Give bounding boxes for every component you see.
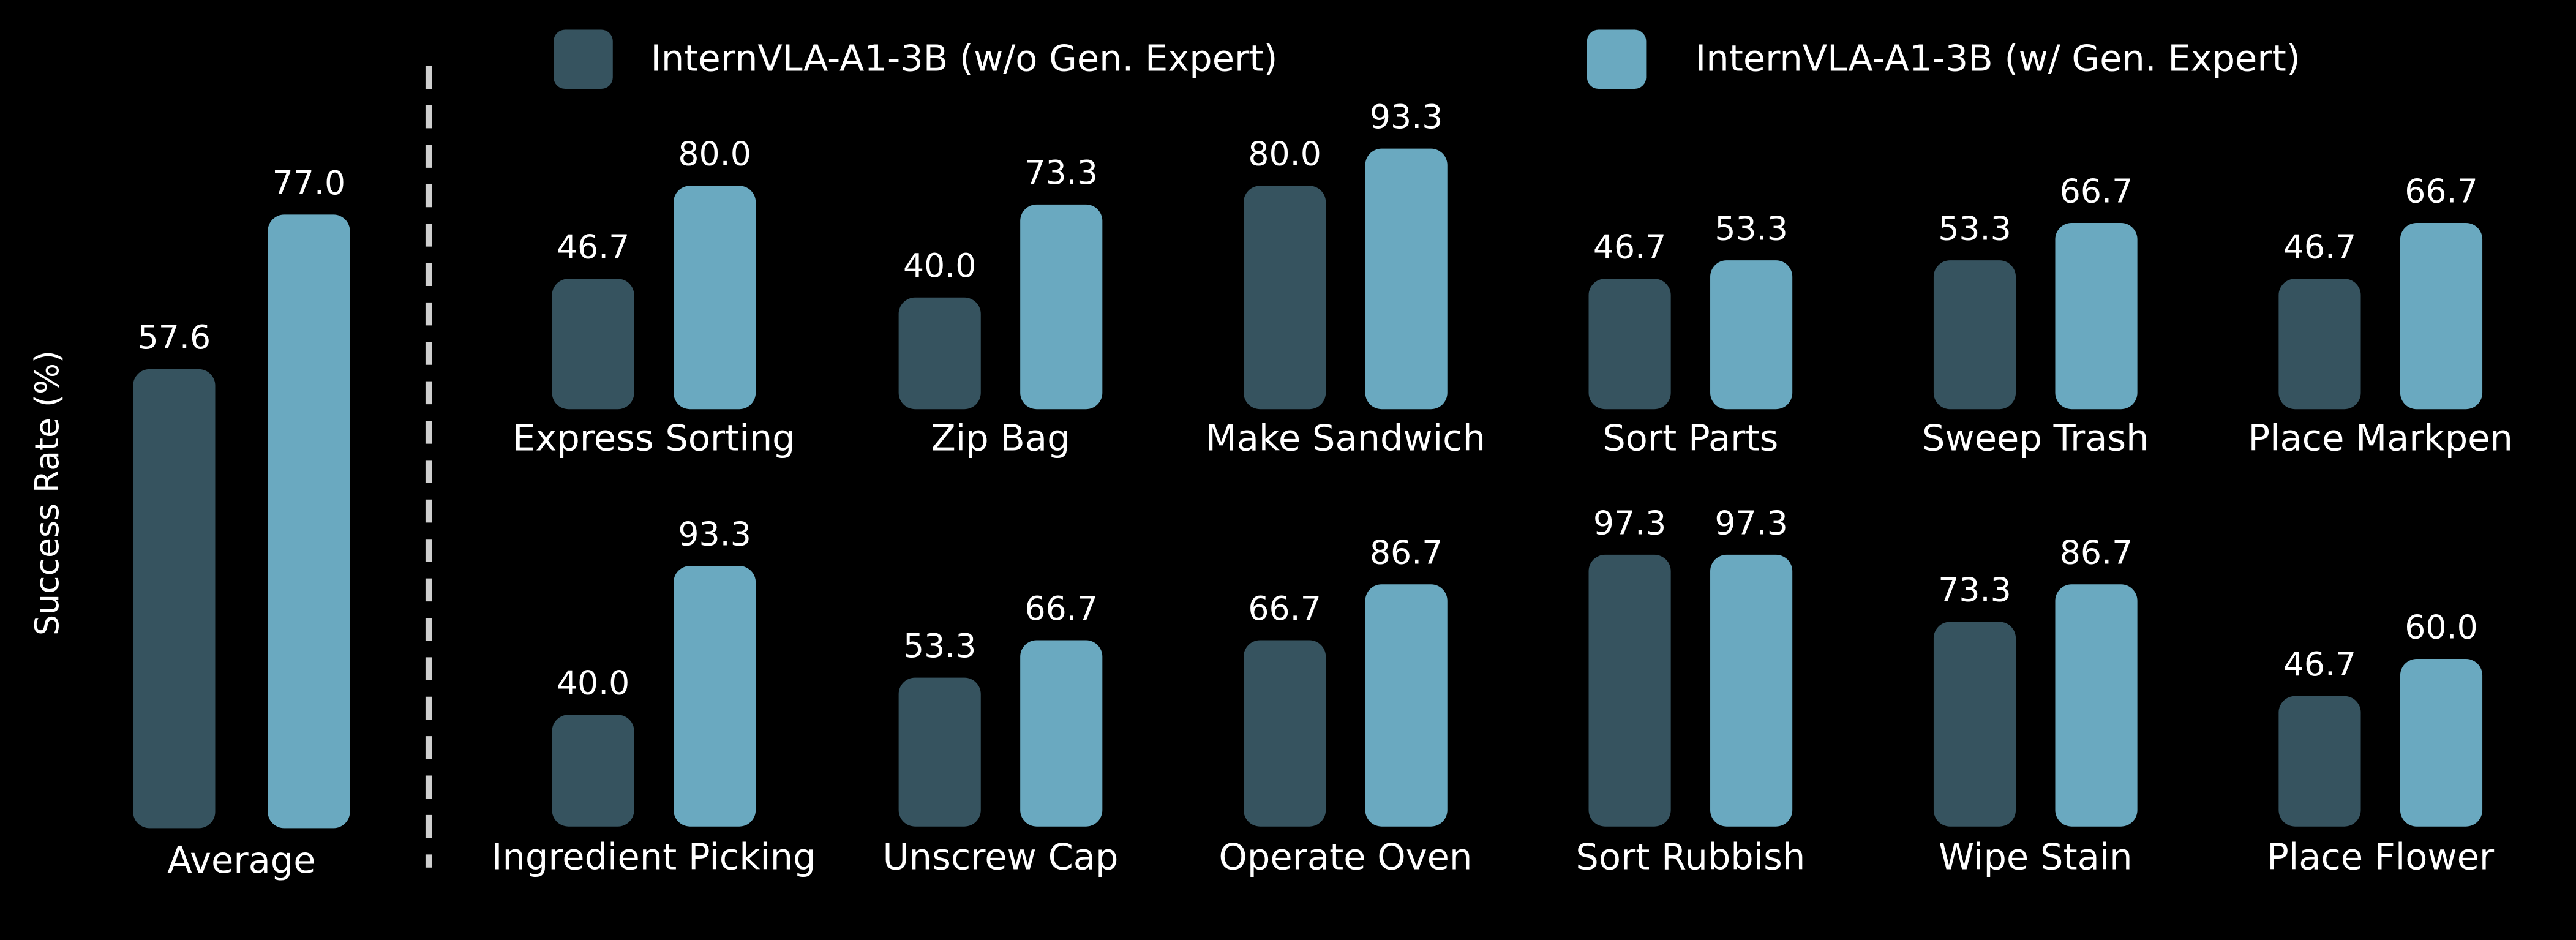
bar [133,369,216,829]
value-label: 46.7 [2283,645,2356,683]
value-label: 66.7 [2405,171,2477,210]
category-label: Sort Rubbish [1575,835,1805,878]
bar [1933,260,2016,410]
value-label: 53.3 [903,626,976,665]
value-label: 97.3 [1714,503,1787,542]
bar [2055,222,2138,410]
bar [1588,279,1671,410]
value-label: 46.7 [2283,228,2356,266]
value-label: 73.3 [1938,571,2011,609]
category-label: Express Sorting [513,416,795,459]
bar [552,715,634,827]
bar [2400,222,2483,410]
category-label: Zip Bag [931,416,1070,459]
value-label: 53.3 [1938,209,2011,247]
bar [2055,584,2138,827]
bar [2278,696,2361,827]
bar [1710,554,1793,827]
bar [1933,622,2016,827]
value-label: 97.3 [1593,503,1666,542]
bar [1365,148,1448,410]
legend-swatch [554,29,613,89]
value-label: 46.7 [557,228,629,266]
category-label: Operate Oven [1219,835,1472,878]
value-label: 60.0 [2405,607,2477,646]
category-label: Wipe Stain [1939,835,2133,878]
value-label: 66.7 [1248,589,1321,628]
category-label: Average [167,839,315,881]
category-label: Sort Parts [1602,416,1778,459]
category-label: Make Sandwich [1206,416,1485,459]
value-label: 86.7 [1370,533,1443,572]
legend-label: InternVLA-A1-3B (w/ Gen. Expert) [1695,37,2300,80]
value-label: 77.0 [272,164,345,202]
bar [2278,279,2361,410]
category-label: Place Flower [2267,835,2495,878]
y-axis-label: Success Rate (%) [28,350,66,636]
bar [1020,640,1103,827]
bar [268,214,350,829]
category-label: Unscrew Cap [882,835,1118,878]
value-label: 93.3 [1370,97,1443,136]
value-label: 80.0 [678,135,751,173]
value-label: 57.6 [138,318,211,356]
bar [674,566,756,827]
value-label: 46.7 [1593,228,1666,266]
bar [1020,204,1103,410]
value-label: 93.3 [678,515,751,554]
bar [1710,260,1793,410]
category-label: Place Markpen [2248,416,2513,459]
category-label: Sweep Trash [1922,416,2149,459]
value-label: 86.7 [2060,533,2133,572]
bar [898,677,981,827]
value-label: 66.7 [1024,589,1097,628]
value-label: 66.7 [2060,171,2133,210]
category-label: Ingredient Picking [492,835,816,878]
bar [674,186,756,410]
legend-swatch [1587,29,1647,89]
bar [1244,186,1326,410]
bar [1588,554,1671,827]
bar [898,297,981,410]
value-label: 40.0 [557,664,629,702]
bar [1365,584,1448,827]
bar [552,279,634,410]
value-label: 40.0 [903,246,976,285]
value-label: 73.3 [1024,153,1097,192]
bar [1244,640,1326,827]
bar [2400,659,2483,827]
value-label: 80.0 [1248,135,1321,173]
value-label: 53.3 [1714,209,1787,247]
legend-label: InternVLA-A1-3B (w/o Gen. Expert) [650,37,1277,80]
